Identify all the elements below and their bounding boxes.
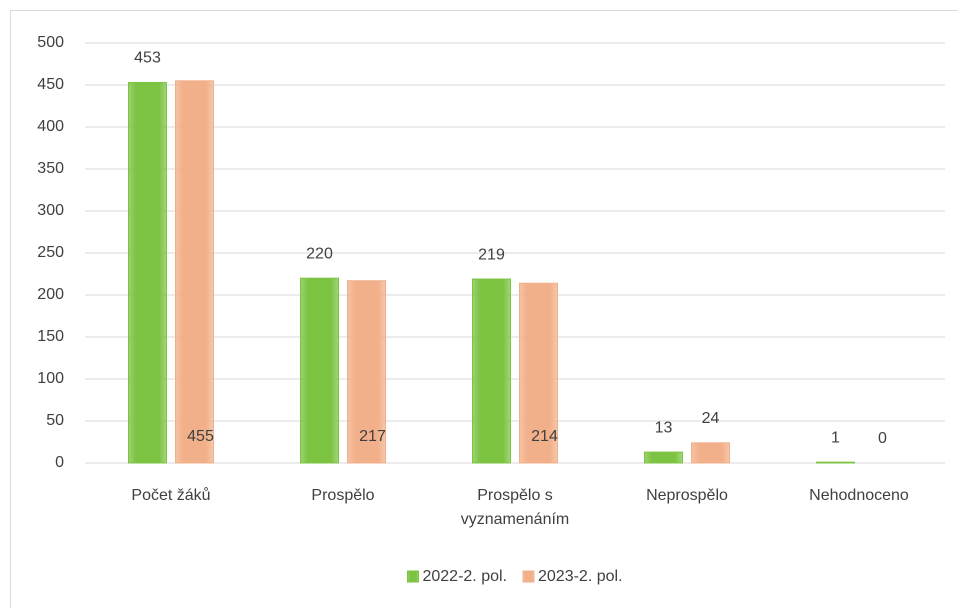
y-tick-label: 400 bbox=[37, 118, 64, 135]
bar bbox=[644, 451, 683, 464]
bar bbox=[300, 277, 339, 464]
x-tick-label: Neprospělo bbox=[646, 487, 728, 504]
data-label: 217 bbox=[359, 428, 386, 445]
y-tick-label: 350 bbox=[37, 160, 64, 177]
bar bbox=[816, 461, 855, 464]
data-label: 1 bbox=[831, 429, 840, 446]
y-tick-label: 100 bbox=[37, 370, 64, 387]
data-label: 0 bbox=[878, 430, 887, 447]
data-label: 214 bbox=[531, 428, 558, 445]
y-tick-label: 500 bbox=[37, 34, 64, 51]
legend-swatch bbox=[406, 570, 419, 583]
data-label: 219 bbox=[478, 246, 505, 263]
data-label: 24 bbox=[702, 410, 720, 427]
data-label: 220 bbox=[306, 245, 333, 262]
x-tick-label: Prospělo bbox=[311, 487, 374, 504]
x-tick-label-line: vyznamenáním bbox=[461, 511, 570, 528]
x-tick-label: Počet žáků bbox=[131, 486, 210, 504]
bar bbox=[472, 278, 511, 464]
bar bbox=[691, 442, 730, 464]
bar bbox=[519, 282, 558, 464]
y-tick-label: 50 bbox=[46, 412, 64, 429]
legend: 2022-2. pol. 2023-2. pol. bbox=[406, 568, 623, 585]
bar bbox=[128, 81, 167, 464]
y-tick-label: 250 bbox=[37, 244, 64, 261]
bar bbox=[347, 280, 386, 464]
data-label: 453 bbox=[134, 50, 161, 67]
y-tick-label: 200 bbox=[37, 286, 64, 303]
x-tick-label: Nehodnoceno bbox=[809, 487, 909, 504]
y-tick-label: 150 bbox=[37, 328, 64, 345]
y-tick-label: 300 bbox=[37, 202, 64, 219]
legend-label: 2023-2. pol. bbox=[538, 568, 623, 585]
x-tick-label-line: Prospělo s bbox=[477, 487, 553, 504]
data-label: 13 bbox=[655, 419, 673, 436]
data-label: 455 bbox=[187, 428, 214, 445]
bar bbox=[175, 80, 214, 464]
legend-label: 2022-2. pol. bbox=[422, 568, 507, 585]
x-tick-label: Prospělo s vyznamenáním bbox=[461, 487, 570, 528]
legend-swatch bbox=[522, 570, 535, 583]
y-tick-label: 450 bbox=[37, 76, 64, 93]
y-tick-label: 0 bbox=[55, 454, 64, 471]
